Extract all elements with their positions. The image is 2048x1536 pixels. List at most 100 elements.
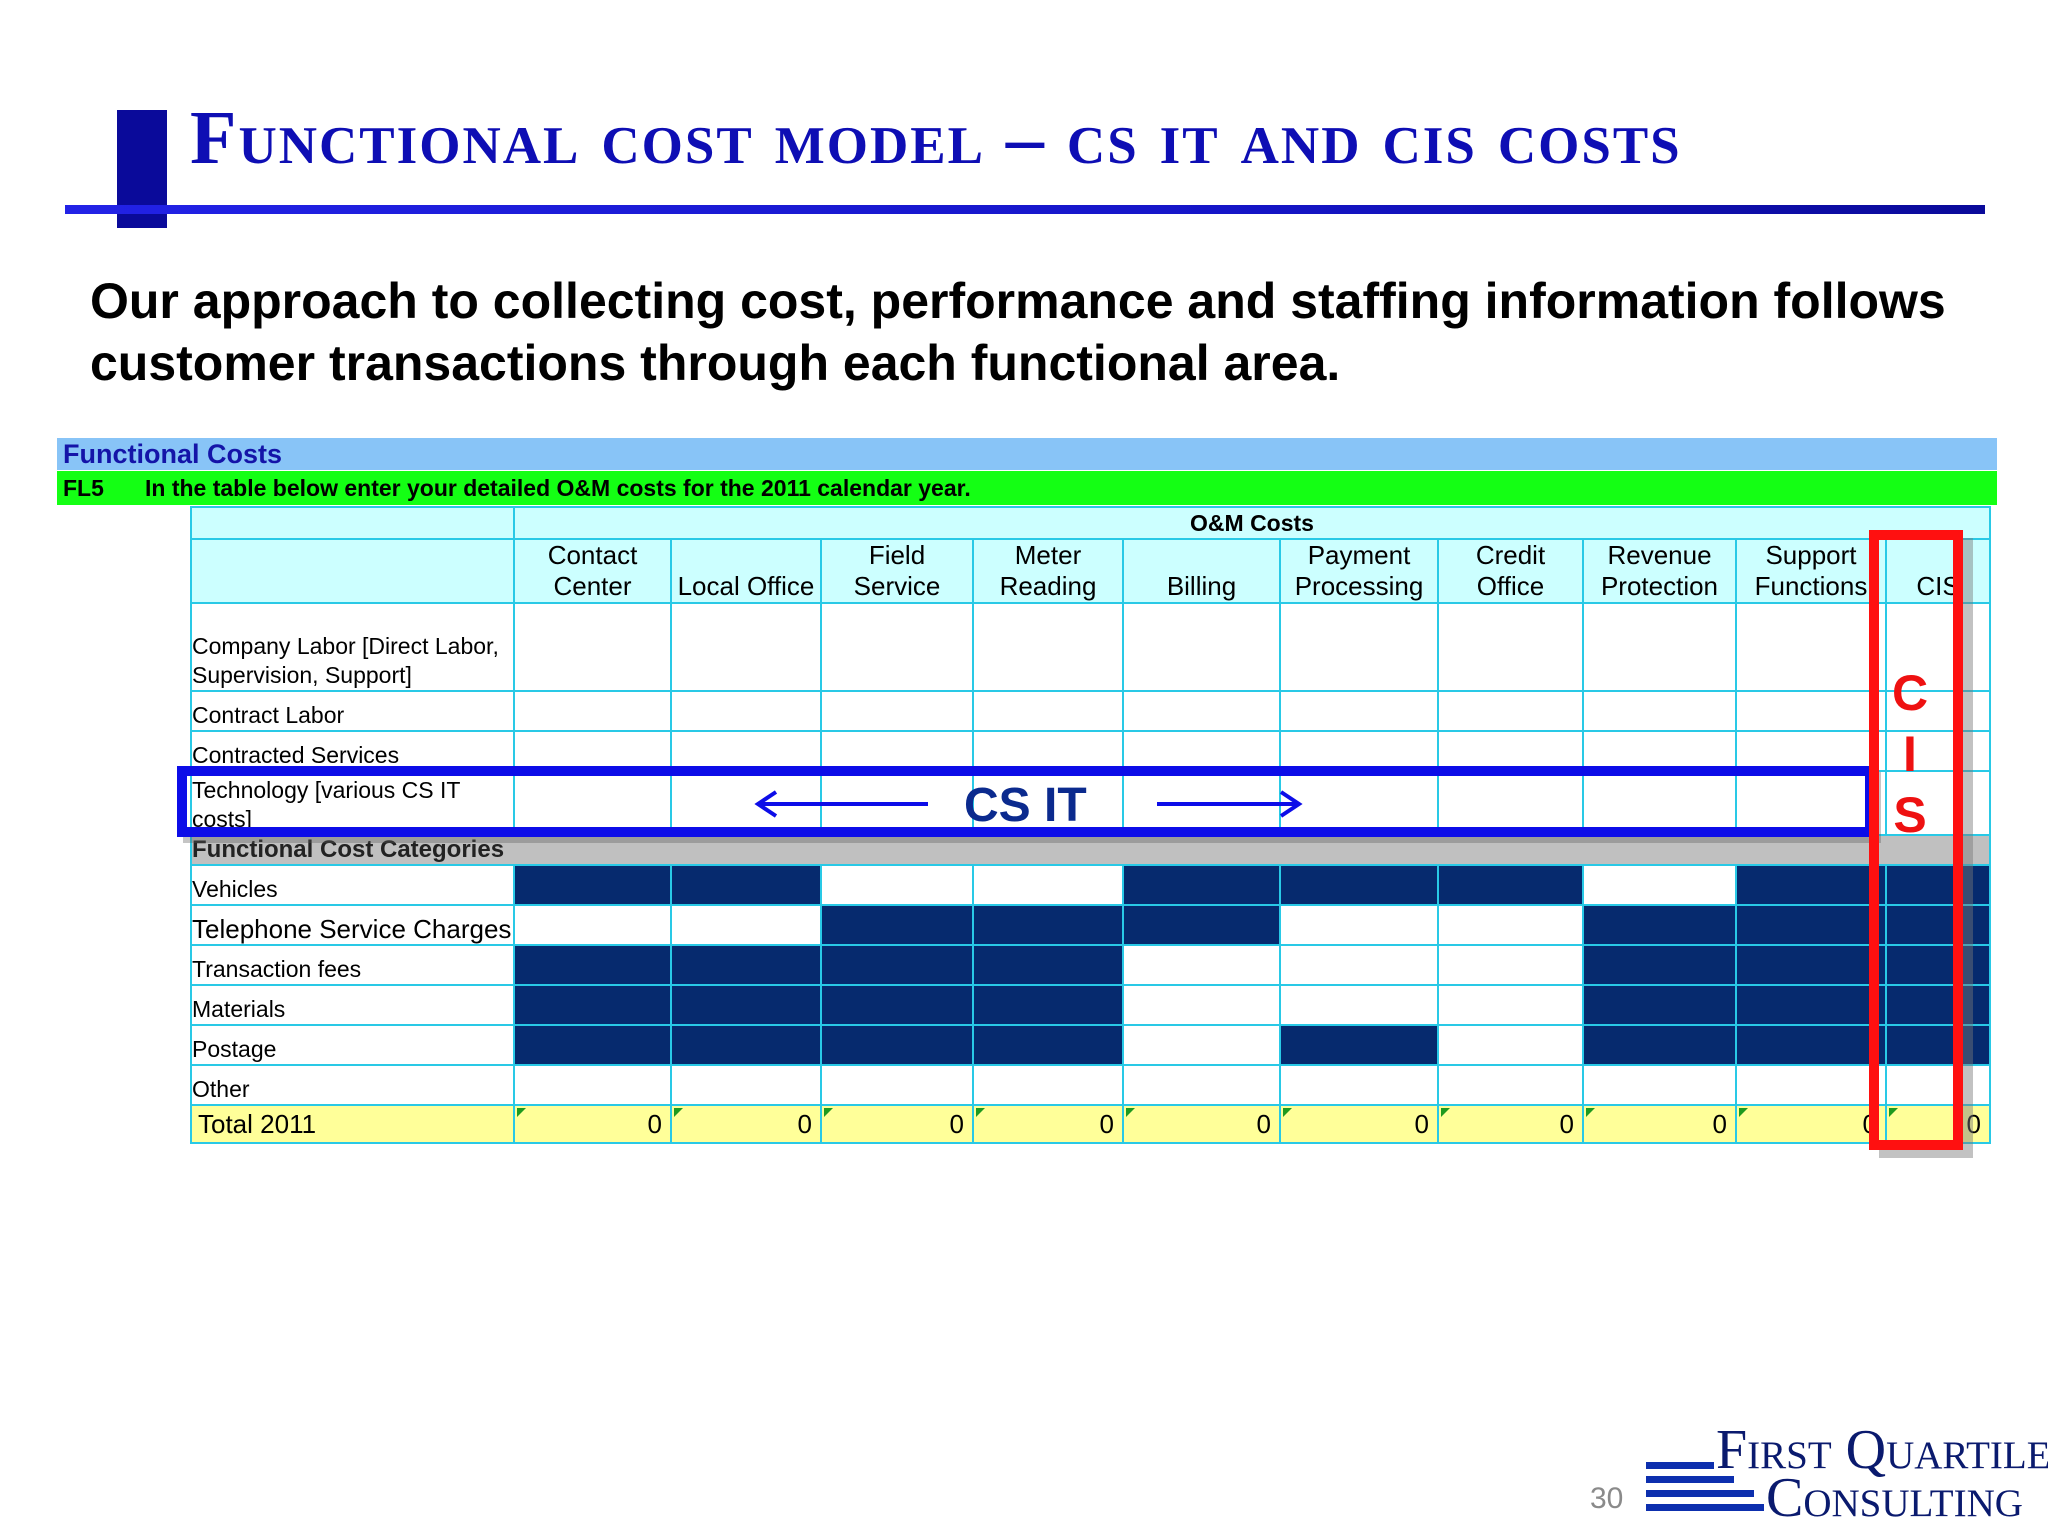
disabled-cell <box>1885 1024 1991 1066</box>
input-cell[interactable] <box>513 730 672 772</box>
row-label: Transaction fees <box>190 944 515 986</box>
total-value: 0 <box>670 1104 822 1144</box>
column-header: Credit Office <box>1437 538 1584 604</box>
input-cell[interactable] <box>1885 770 1991 836</box>
disabled-cell <box>1582 904 1737 946</box>
input-cell[interactable] <box>1885 602 1991 692</box>
input-cell[interactable] <box>1437 602 1584 692</box>
total-row: Total 2011 0 0 0 0 0 0 0 0 0 0 <box>190 1104 1991 1144</box>
input-cell[interactable] <box>513 690 672 732</box>
header-blank <box>190 506 515 540</box>
sheet-code: FL5 <box>63 475 104 501</box>
input-cell[interactable] <box>820 1064 974 1106</box>
disabled-cell <box>1735 1024 1887 1066</box>
logo-bar <box>1646 1476 1734 1483</box>
input-cell[interactable] <box>1582 690 1737 732</box>
input-cell[interactable] <box>1437 904 1584 946</box>
input-cell[interactable] <box>1279 904 1439 946</box>
input-cell[interactable] <box>1279 1064 1439 1106</box>
input-cell[interactable] <box>1279 690 1439 732</box>
input-cell[interactable] <box>972 730 1124 772</box>
section-label: Functional Cost Categories <box>190 834 1991 866</box>
input-cell[interactable] <box>1437 984 1584 1026</box>
input-cell[interactable] <box>820 864 974 906</box>
input-cell[interactable] <box>1437 730 1584 772</box>
row-label: Postage <box>190 1024 515 1066</box>
disabled-cell <box>972 944 1124 986</box>
input-cell[interactable] <box>1437 1064 1584 1106</box>
slide-subtitle: Our approach to collecting cost, perform… <box>90 273 1946 391</box>
input-cell[interactable] <box>1279 730 1439 772</box>
disabled-cell <box>1735 904 1887 946</box>
input-cell[interactable] <box>1122 944 1281 986</box>
input-cell[interactable] <box>1279 944 1439 986</box>
input-cell[interactable] <box>1437 690 1584 732</box>
disabled-cell <box>1122 904 1281 946</box>
input-cell[interactable] <box>513 770 672 836</box>
company-logo: First Quartile Consulting <box>1640 1422 2048 1526</box>
input-cell[interactable] <box>1279 984 1439 1026</box>
input-cell[interactable] <box>1122 602 1281 692</box>
instruction-band: FL5 In the table below enter your detail… <box>57 471 1997 505</box>
page-number: 30 <box>1590 1482 1624 1515</box>
input-cell[interactable] <box>1279 770 1439 836</box>
input-cell[interactable] <box>513 602 672 692</box>
input-cell[interactable] <box>1735 690 1887 732</box>
input-cell[interactable] <box>1122 1024 1281 1066</box>
total-value: 0 <box>1885 1104 1991 1144</box>
input-cell[interactable] <box>670 730 822 772</box>
disabled-cell <box>513 1024 672 1066</box>
input-cell[interactable] <box>820 690 974 732</box>
input-cell[interactable] <box>1122 984 1281 1026</box>
input-cell[interactable] <box>820 602 974 692</box>
input-cell[interactable] <box>972 864 1124 906</box>
column-header: CIS <box>1885 538 1991 604</box>
input-cell[interactable] <box>1122 1064 1281 1106</box>
input-cell[interactable] <box>1437 770 1584 836</box>
input-cell[interactable] <box>1582 602 1737 692</box>
logo-text-line2: Consulting <box>1766 1467 2023 1529</box>
input-cell[interactable] <box>1122 690 1281 732</box>
table-row: Contract Labor <box>190 690 1991 732</box>
input-cell[interactable] <box>670 904 822 946</box>
input-cell[interactable] <box>1582 864 1737 906</box>
input-cell[interactable] <box>1885 730 1991 772</box>
total-value: 0 <box>1735 1104 1887 1144</box>
input-cell[interactable] <box>1885 1064 1991 1106</box>
input-cell[interactable] <box>1735 1064 1887 1106</box>
input-cell[interactable] <box>670 1064 822 1106</box>
input-cell[interactable] <box>1735 730 1887 772</box>
table-row: Transaction fees <box>190 944 1991 986</box>
cis-letter: S <box>1893 787 1927 843</box>
input-cell[interactable] <box>1735 602 1887 692</box>
table-row: Contracted Services <box>190 730 1991 772</box>
column-header: Revenue Protection <box>1582 538 1737 604</box>
input-cell[interactable] <box>1437 944 1584 986</box>
input-cell[interactable] <box>972 690 1124 732</box>
disabled-cell <box>1885 904 1991 946</box>
input-cell[interactable] <box>513 1064 672 1106</box>
cis-vertical-label: C I S <box>1880 663 1940 846</box>
disabled-cell <box>1279 864 1439 906</box>
row-label: Vehicles <box>190 864 515 906</box>
input-cell[interactable] <box>1735 770 1887 836</box>
column-header: Local Office <box>670 538 822 604</box>
disabled-cell <box>1279 1024 1439 1066</box>
input-cell[interactable] <box>820 730 974 772</box>
input-cell[interactable] <box>670 602 822 692</box>
input-cell[interactable] <box>1582 730 1737 772</box>
input-cell[interactable] <box>1437 1024 1584 1066</box>
disabled-cell <box>820 984 974 1026</box>
input-cell[interactable] <box>1582 1064 1737 1106</box>
row-label: Contracted Services <box>190 730 515 772</box>
input-cell[interactable] <box>1885 690 1991 732</box>
logo-bar <box>1646 1490 1754 1497</box>
disabled-cell <box>972 984 1124 1026</box>
disabled-cell <box>1735 864 1887 906</box>
input-cell[interactable] <box>1122 730 1281 772</box>
input-cell[interactable] <box>972 1064 1124 1106</box>
input-cell[interactable] <box>972 602 1124 692</box>
input-cell[interactable] <box>513 904 672 946</box>
input-cell[interactable] <box>1279 602 1439 692</box>
input-cell[interactable] <box>670 690 822 732</box>
